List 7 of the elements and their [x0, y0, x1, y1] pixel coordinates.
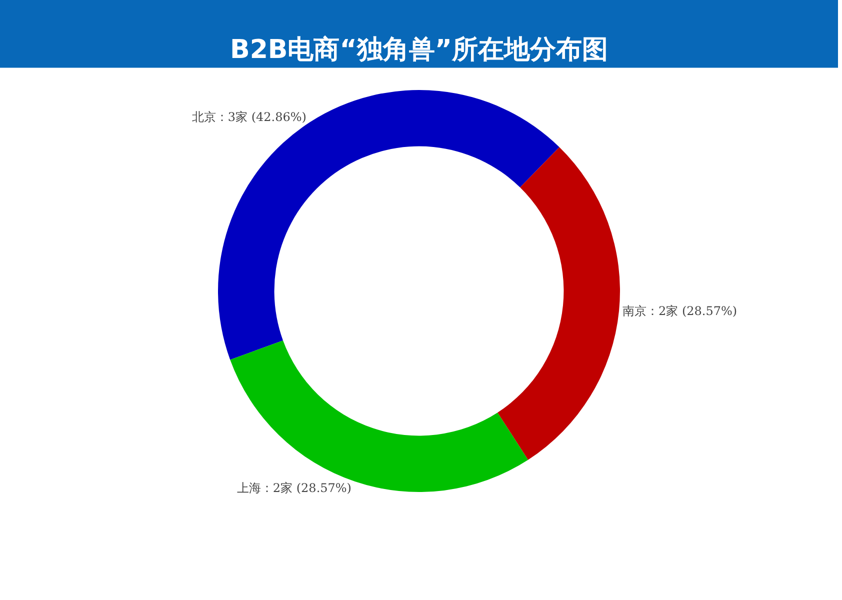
chart-title: B2B电商“独角兽”所在地分布图	[230, 35, 608, 65]
slice-label: 南京：2家 (28.57%)	[622, 304, 738, 318]
slice-label: 北京：3家 (42.86%)	[192, 110, 306, 124]
slice-label: 上海：2家 (28.57%)	[236, 480, 352, 495]
donut-slice	[230, 340, 528, 492]
donut-slice	[218, 90, 560, 360]
donut-slice	[498, 147, 620, 460]
